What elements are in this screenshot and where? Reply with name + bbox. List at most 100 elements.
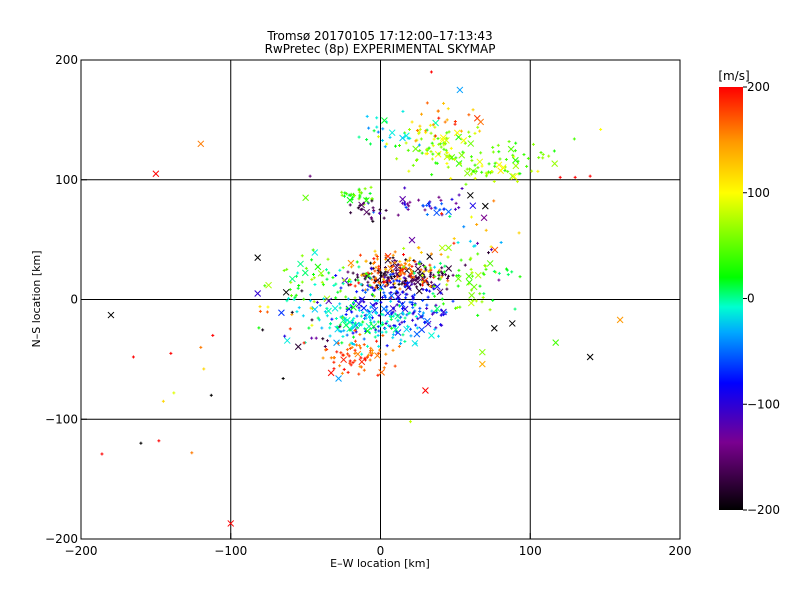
data-point-plus [315,300,319,304]
data-point-plus [296,286,300,290]
data-point-cross [227,520,235,527]
data-point-plus [433,275,437,279]
data-point-cross [358,358,366,366]
data-point-plus [350,345,354,349]
data-point-plus [348,277,352,281]
data-point-plus [473,131,477,135]
data-point-plus [346,297,350,301]
data-point-plus [437,273,441,277]
data-point-plus [434,303,438,307]
data-point-plus [294,293,298,297]
data-point-plus [386,276,390,280]
data-point-plus [357,344,361,348]
data-point-plus [497,271,501,275]
data-point-plus [316,316,320,320]
x-tick-label: 200 [669,544,692,558]
data-point-plus [379,324,383,328]
data-point-cross [455,275,462,283]
data-point-cross [366,309,373,317]
data-point-plus [287,296,291,300]
grid-lines [81,60,680,539]
data-point-plus [314,336,318,340]
data-point-plus [426,295,430,299]
data-point-plus [353,296,357,300]
data-point-cross [512,156,519,164]
data-point-cross [197,140,205,148]
data-point-plus [377,313,381,317]
data-point-plus [445,136,449,140]
data-point-plus [338,306,342,310]
data-point-cross [480,214,488,222]
data-point-plus [473,163,477,167]
data-point-plus [358,203,362,207]
data-point-plus [526,156,530,160]
data-point-plus [415,128,419,132]
data-point-plus [361,311,365,315]
data-point-plus [431,144,435,148]
data-point-plus [297,306,301,310]
data-point-plus [349,192,353,196]
data-point-plus [425,147,429,151]
data-point-cross [453,129,461,137]
data-point-cross [412,145,419,153]
data-point-plus [415,285,419,289]
data-point-cross [421,277,429,285]
data-point-plus [370,267,374,271]
data-point-plus [457,206,461,210]
data-point-plus [379,288,383,292]
y-tick-label: 0 [70,293,78,307]
data-point-plus [360,352,364,356]
data-point-plus [366,271,370,275]
data-point-plus [380,330,384,334]
data-point-cross [325,307,332,315]
data-point-plus [525,164,529,168]
data-point-plus [384,330,388,334]
data-point-plus [353,359,357,363]
data-point-plus [406,259,410,263]
data-point-plus [411,312,415,316]
data-point-plus [429,150,433,154]
data-point-cross [278,309,285,317]
data-point-cross [399,134,406,142]
data-point-plus [325,339,329,343]
data-point-plus [328,334,332,338]
data-point-plus [296,271,300,275]
data-point-plus [507,140,511,144]
data-point-plus [531,142,535,146]
data-point-plus [408,256,412,260]
y-tick-label: 100 [55,173,78,187]
data-point-plus [421,311,425,315]
data-point-plus [423,275,427,279]
data-point-plus [265,310,269,314]
data-point-plus [288,327,292,331]
data-point-plus [478,284,482,288]
data-point-plus [411,306,415,310]
data-point-plus [332,283,336,287]
data-point-plus [357,187,361,191]
data-point-plus [512,155,516,159]
data-point-plus [398,287,402,291]
data-point-plus [437,116,441,120]
data-point-plus [398,260,402,264]
data-point-plus [352,343,356,347]
data-point-plus [389,290,393,294]
data-point-plus [389,286,393,290]
data-point-plus [373,299,377,303]
data-point-plus [411,163,415,167]
data-point-cross [354,350,362,358]
data-point-plus [451,299,455,303]
data-point-plus [289,294,293,298]
data-point-plus [378,268,382,272]
data-point-cross [411,339,419,347]
data-point-plus [388,324,392,328]
data-point-plus [378,348,382,352]
data-point-plus [190,451,194,455]
data-point-plus [334,317,338,321]
data-point-plus [430,309,434,313]
data-point-plus [337,329,341,333]
data-point-plus [376,373,380,377]
data-point-plus [353,329,357,333]
data-point-plus [541,156,545,160]
data-point-plus [413,303,417,307]
data-point-cross [403,325,410,333]
